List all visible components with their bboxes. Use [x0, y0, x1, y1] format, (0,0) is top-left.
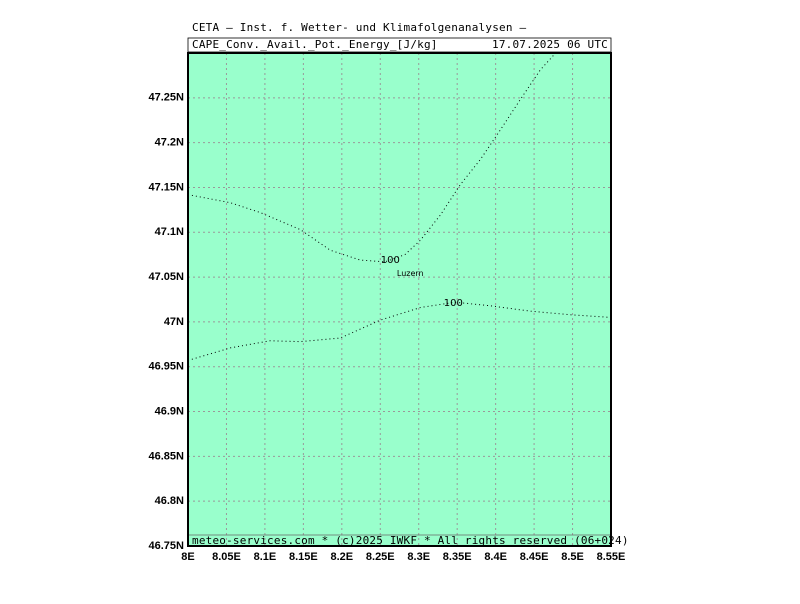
- x-tick-label: 8.1E: [254, 551, 277, 563]
- contour-label: 100: [444, 298, 463, 309]
- place-label: Luzern: [397, 269, 424, 278]
- date: 17.07.2025 06 UTC: [492, 38, 608, 51]
- y-tick-label: 47.05N: [149, 271, 185, 283]
- plot-frame: [187, 52, 612, 547]
- x-tick-label: 8.15E: [289, 551, 318, 563]
- plot-background: [188, 53, 611, 546]
- x-tick-label: 8.45E: [520, 551, 549, 563]
- y-tick-label: 46.95N: [149, 361, 185, 373]
- x-tick-label: 8.4E: [484, 551, 507, 563]
- x-tick-label: 8.55E: [597, 551, 626, 563]
- y-tick-label: 47.15N: [149, 181, 185, 193]
- y-tick-label: 47.25N: [149, 92, 185, 104]
- x-tick-label: 8.25E: [366, 551, 395, 563]
- y-tick-label: 46.9N: [155, 405, 184, 417]
- y-tick-label: 46.85N: [149, 450, 185, 462]
- footer: meteo-services.com * (c)2025 IWKF * All …: [192, 534, 629, 547]
- title: CETA — Inst. f. Wetter- und Klimafolgena…: [192, 21, 526, 34]
- y-tick-label: 47.2N: [155, 137, 184, 149]
- x-tick-label: 8.2E: [330, 551, 353, 563]
- x-tick-label: 8.5E: [561, 551, 584, 563]
- x-tick-label: 8.3E: [407, 551, 430, 563]
- x-tick-label: 8.05E: [212, 551, 241, 563]
- y-tick-label: 47.1N: [155, 226, 184, 238]
- contour-line: [187, 52, 556, 263]
- y-tick-label: 46.75N: [149, 540, 185, 552]
- y-tick-label: 46.8N: [155, 495, 184, 507]
- x-tick-label: 8.35E: [443, 551, 472, 563]
- subtitle: CAPE_Conv._Avail._Pot._Energy_[J/kg]: [192, 38, 438, 51]
- y-tick-label: 47N: [164, 316, 184, 328]
- contour-label: 100: [381, 255, 400, 266]
- x-tick-label: 8E: [181, 551, 194, 563]
